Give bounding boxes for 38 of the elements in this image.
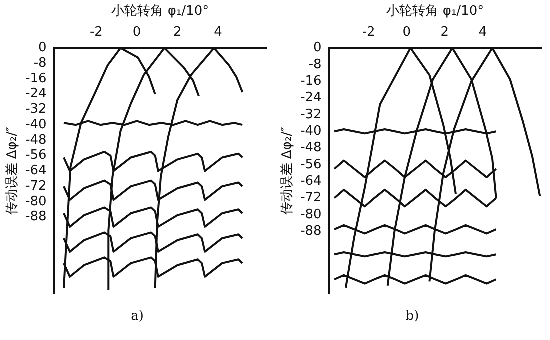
- y-tick-label: -64: [25, 164, 46, 179]
- y-tick-label: -40: [25, 117, 46, 132]
- text: b): [406, 309, 420, 324]
- y-tick-label: -40: [300, 124, 322, 139]
- y-tick-label: -8: [33, 56, 46, 71]
- x-tick-label: 0: [402, 24, 411, 40]
- y-tick-label: -88: [300, 224, 322, 240]
- x-tick-label: -2: [89, 24, 102, 40]
- y-tick-label: -48: [300, 140, 322, 156]
- y-tick-label: -32: [25, 102, 46, 118]
- y-tick-label: -24: [300, 90, 322, 106]
- y-tick-label: -32: [300, 107, 322, 122]
- y-tick-label: -64: [300, 174, 322, 189]
- y-tick-label: -24: [25, 86, 46, 102]
- y-tick-label: -80: [25, 194, 46, 210]
- text: a): [131, 309, 144, 324]
- x-tick-label: 2: [440, 24, 449, 40]
- y-tick-label: -16: [25, 71, 46, 86]
- x-axis-title: 小轮转角 φ₁/10°: [111, 4, 209, 20]
- y-axis-title: 传动误差 Δφ₂/″: [4, 127, 20, 216]
- x-tick-label: -2: [362, 24, 375, 40]
- y-tick-label: -72: [300, 190, 322, 206]
- x-axis-title: 小轮转角 φ₁/10°: [386, 4, 484, 20]
- y-tick-label: -56: [25, 148, 46, 164]
- y-tick-label: -56: [300, 157, 322, 172]
- x-tick-label: 0: [132, 24, 141, 40]
- y-tick-label: -72: [25, 178, 46, 194]
- y-tick-label: -48: [25, 132, 46, 148]
- x-tick-label: 4: [478, 24, 487, 40]
- x-tick-label: 4: [214, 24, 222, 40]
- y-tick-label: 0: [38, 40, 46, 56]
- y-tick-label: 0: [313, 40, 322, 56]
- y-tick-label: -80: [300, 207, 322, 222]
- y-tick-label: -16: [300, 74, 322, 89]
- y-axis-title: 传动误差 Δφ₂/″: [280, 127, 295, 216]
- x-tick-label: 2: [173, 24, 182, 40]
- y-tick-label: -8: [308, 57, 322, 72]
- y-tick-label: -88: [25, 210, 46, 225]
